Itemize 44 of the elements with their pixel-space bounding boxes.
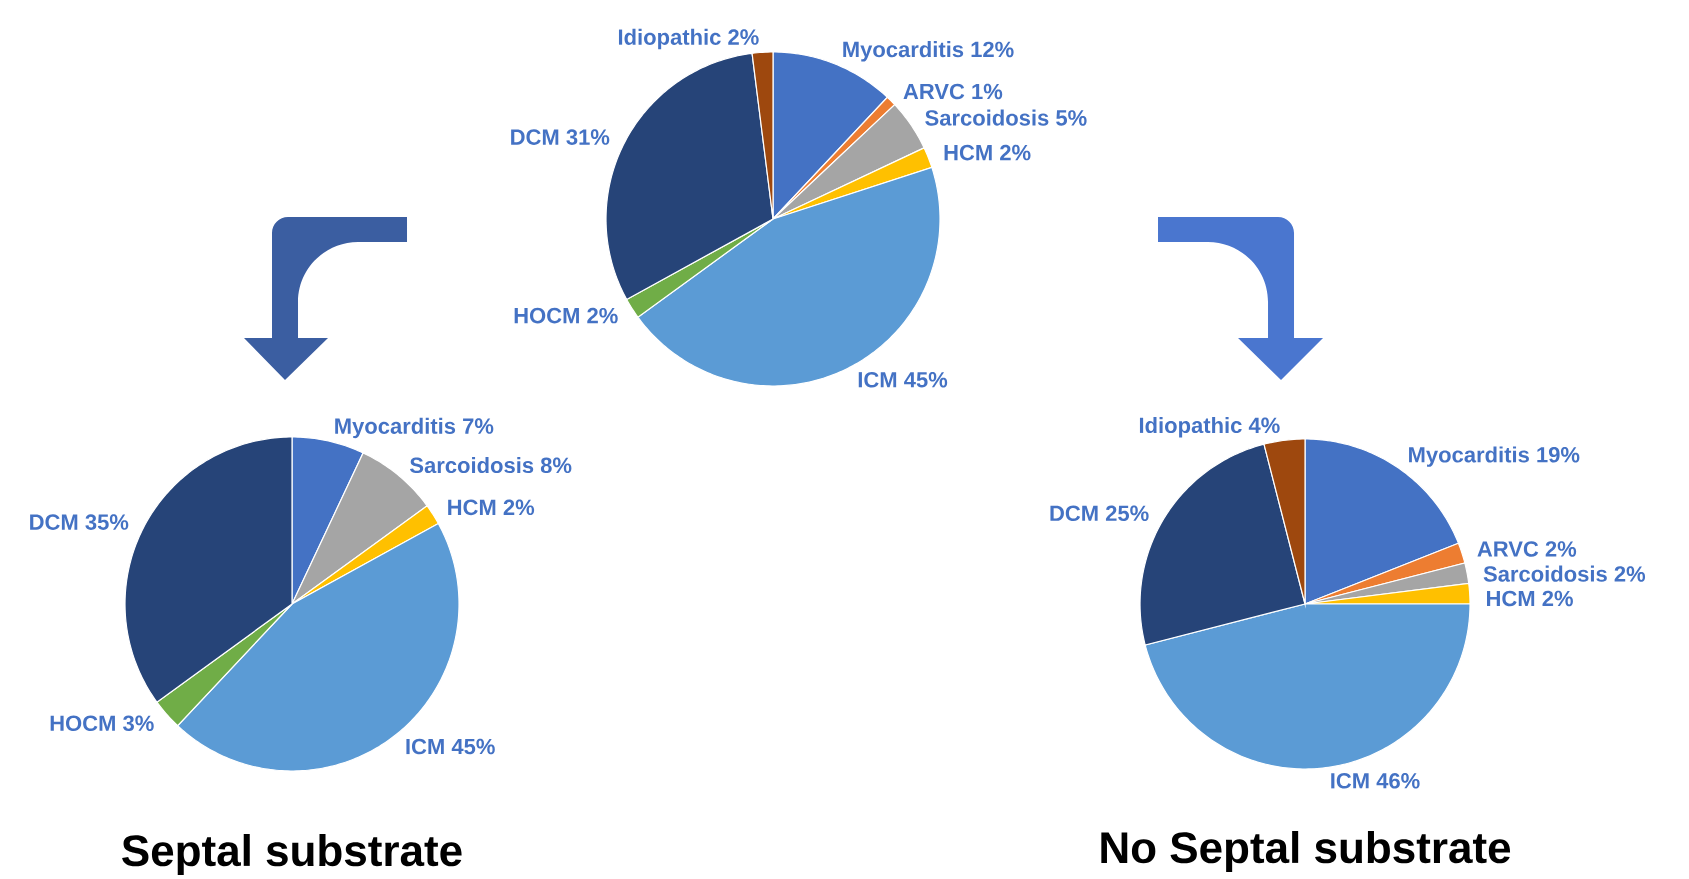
slice-label: Idiopathic — [618, 28, 721, 50]
slice-label: Myocarditis — [843, 41, 964, 62]
slice-label: HCM — [448, 499, 496, 516]
slice-label: ARVC — [1477, 541, 1539, 557]
slice-label: HCM — [1487, 590, 1535, 607]
slice-label: DCM — [511, 129, 559, 145]
data-label: 2% — [1000, 144, 1031, 161]
slice-label: DCM — [1050, 505, 1098, 522]
data-label: 4% — [1248, 417, 1280, 434]
slice-label: ICM — [406, 738, 444, 755]
data-label: 8% — [540, 457, 572, 474]
data-label: 2% — [1542, 590, 1573, 607]
data-label: 45% — [904, 371, 948, 388]
slice-label: DCM — [30, 514, 78, 530]
slice-label: Myocarditis — [1409, 446, 1529, 467]
data-label: 2% — [503, 499, 535, 516]
text: No Septal substrate — [1101, 830, 1511, 873]
slice-label: ICM — [1331, 773, 1369, 789]
slice-label: Myocarditis — [335, 417, 456, 439]
slice-label: Idiopathic — [1139, 416, 1242, 438]
data-label: 46% — [1376, 773, 1420, 789]
slice-label: HCM — [944, 144, 992, 161]
slice-label: Sarcoidosis — [925, 109, 1049, 126]
data-label: 12% — [971, 41, 1014, 58]
slice-label: ICM — [858, 371, 897, 388]
data-label: 2% — [1614, 566, 1646, 582]
data-label: 3% — [123, 715, 154, 732]
data-label: 35% — [85, 514, 129, 530]
slice-label: HOCM — [514, 307, 579, 324]
data-label: 31% — [566, 129, 610, 145]
data-label: 25% — [1105, 505, 1149, 522]
slice-label: Sarcoidosis — [410, 456, 534, 474]
data-label: 7% — [463, 418, 494, 434]
data-label: 45% — [451, 738, 495, 755]
data-label: 5% — [1056, 110, 1087, 126]
data-label: 2% — [1545, 541, 1577, 557]
slice-label: Sarcoidosis — [1483, 565, 1607, 582]
data-label: 1% — [972, 83, 1003, 100]
data-label: 2% — [587, 307, 618, 324]
slice-label: HOCM — [50, 715, 115, 732]
slice-label: ARVC — [903, 83, 965, 100]
data-label: 2% — [728, 29, 759, 45]
text: Septal substrate — [122, 833, 462, 875]
data-label: 19% — [1537, 446, 1580, 463]
